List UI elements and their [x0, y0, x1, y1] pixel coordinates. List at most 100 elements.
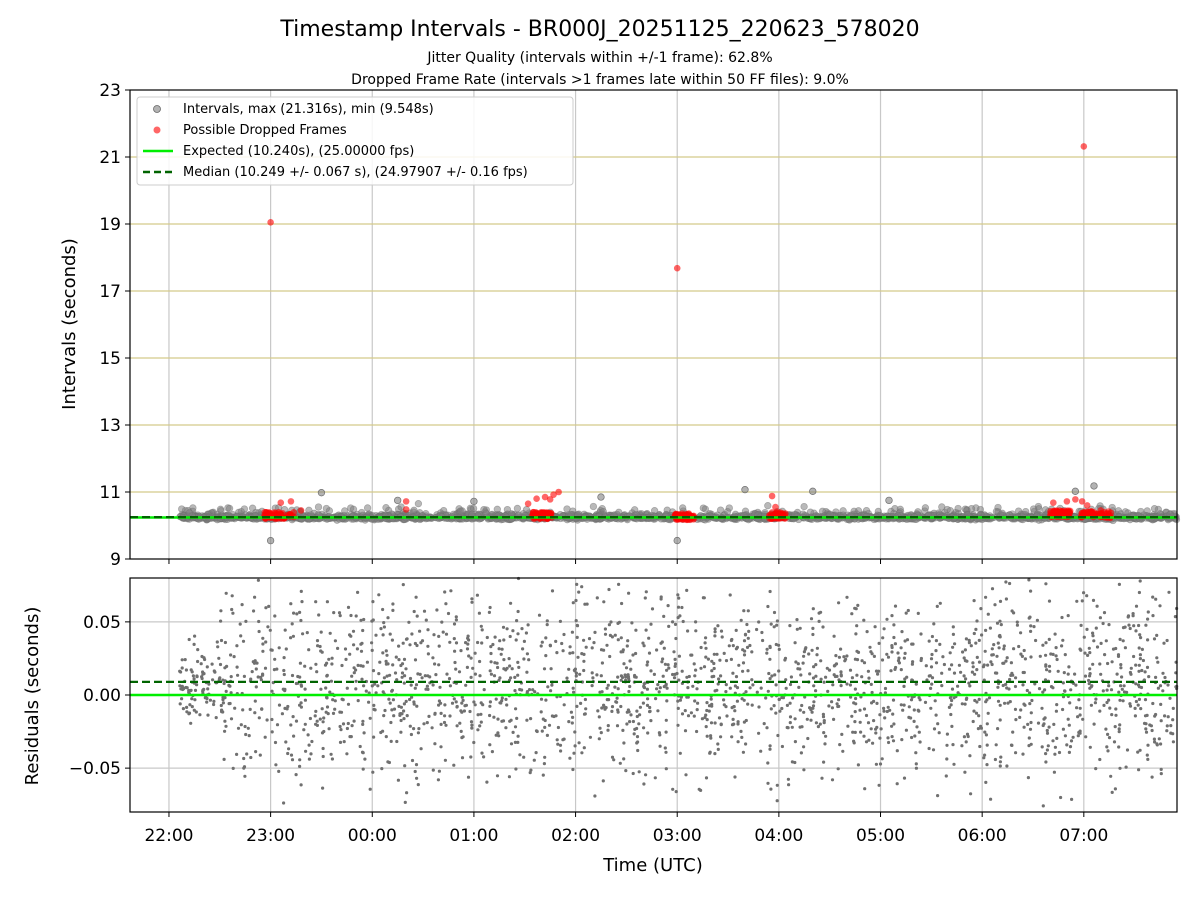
residual-point — [505, 703, 509, 707]
residual-point — [494, 697, 498, 701]
residual-point — [543, 755, 547, 759]
residual-point — [853, 730, 857, 735]
dropped-frame-point — [533, 495, 540, 503]
residual-point — [893, 604, 898, 608]
residual-point — [258, 753, 262, 757]
residual-point — [1163, 714, 1167, 718]
residual-point — [734, 628, 738, 633]
residual-point — [839, 647, 843, 651]
residual-point — [757, 705, 761, 709]
residual-point — [832, 634, 836, 638]
residual-point — [513, 689, 517, 693]
residual-point — [402, 657, 407, 662]
residual-point — [560, 641, 564, 646]
residual-point — [748, 686, 752, 690]
residual-point — [934, 713, 938, 717]
residual-point — [377, 593, 381, 597]
residual-point — [768, 747, 772, 751]
residual-point — [962, 674, 966, 678]
residual-point — [1123, 646, 1127, 650]
residual-point — [984, 780, 988, 785]
residual-point — [1041, 643, 1045, 647]
residual-point — [330, 757, 334, 761]
residual-point — [558, 743, 563, 747]
residual-point — [1137, 663, 1141, 667]
residual-point — [766, 604, 770, 609]
residual-point — [382, 714, 386, 718]
residual-point — [1087, 646, 1091, 650]
residual-point — [1139, 636, 1143, 640]
residual-point — [394, 655, 398, 659]
residual-point — [780, 744, 785, 749]
residual-point — [1144, 727, 1148, 731]
residual-point — [996, 641, 1000, 645]
residual-point — [414, 683, 419, 687]
residual-point — [836, 704, 840, 709]
residual-point — [989, 797, 993, 801]
residual-point — [228, 684, 232, 688]
residuals-y-axis-label: Residuals (seconds) — [22, 607, 43, 786]
residual-point — [618, 761, 622, 765]
residual-point — [1060, 644, 1064, 648]
residual-point — [938, 601, 942, 605]
residual-point — [780, 695, 784, 700]
residual-point — [972, 709, 976, 713]
residual-point — [1074, 683, 1078, 687]
residual-point — [314, 662, 318, 666]
interval-point — [1124, 509, 1132, 517]
residual-point — [215, 640, 219, 644]
residual-point — [1113, 725, 1117, 729]
residual-point — [307, 648, 311, 652]
residual-point — [652, 672, 657, 677]
residual-point — [314, 600, 318, 604]
residual-point — [712, 652, 716, 656]
residual-point — [488, 743, 492, 747]
x-tick-label: 07:00 — [1059, 826, 1108, 846]
residual-point — [244, 619, 248, 624]
residual-point — [224, 591, 228, 595]
residual-point — [641, 701, 646, 705]
residual-point — [713, 721, 717, 725]
residual-point — [732, 705, 736, 709]
residual-point — [206, 687, 210, 691]
intervals-y-axis-label: Intervals (seconds) — [59, 238, 80, 410]
residual-point — [1021, 670, 1025, 675]
residual-point — [706, 657, 711, 661]
residual-point — [1171, 732, 1175, 736]
residual-point — [239, 634, 243, 638]
residual-point — [845, 595, 849, 599]
residual-point — [549, 689, 553, 693]
residual-point — [338, 710, 342, 714]
residual-point — [837, 655, 842, 659]
residual-point — [686, 686, 690, 690]
residual-point — [707, 704, 712, 708]
residual-point — [956, 684, 960, 688]
residual-point — [624, 769, 628, 773]
residual-point — [689, 653, 693, 657]
residual-point — [314, 722, 318, 726]
dropped-frame-point — [547, 510, 555, 517]
residual-point — [534, 751, 538, 755]
residual-point — [290, 673, 295, 678]
residual-point — [975, 619, 979, 623]
residual-point — [1052, 722, 1056, 727]
residual-point — [948, 651, 952, 655]
residual-point — [606, 728, 610, 732]
residual-point — [476, 640, 480, 645]
residual-point — [405, 714, 409, 718]
residual-point — [522, 639, 527, 644]
residual-point — [855, 649, 859, 653]
residual-point — [415, 704, 419, 708]
residual-point — [435, 608, 439, 612]
residual-point — [193, 688, 198, 693]
residual-point — [788, 701, 792, 705]
residual-point — [977, 697, 981, 702]
residual-point — [422, 609, 427, 613]
residual-point — [1066, 614, 1070, 618]
residual-point — [404, 667, 408, 671]
residual-point — [638, 705, 643, 709]
residual-point — [788, 721, 792, 725]
residual-point — [359, 649, 364, 653]
residual-point — [1085, 627, 1089, 632]
residual-point — [340, 663, 344, 668]
